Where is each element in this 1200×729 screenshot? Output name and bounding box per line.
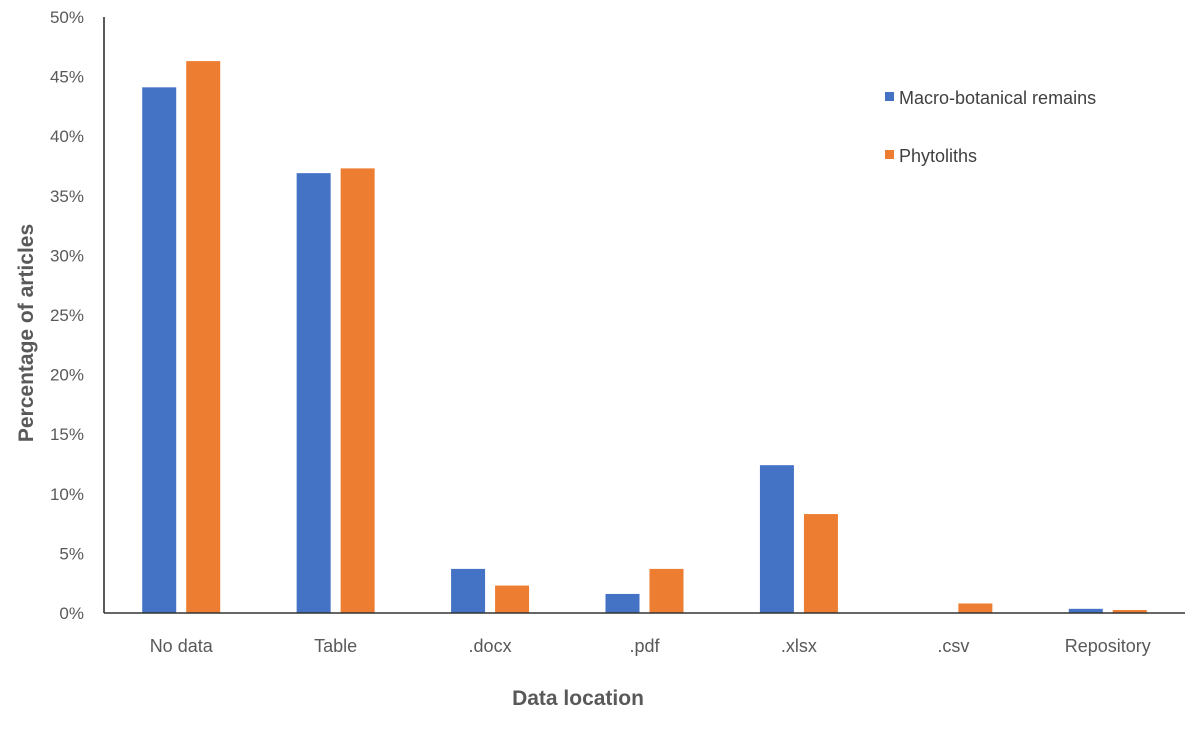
y-tick-label: 20% <box>50 366 84 385</box>
x-tick-label: Repository <box>1065 636 1151 656</box>
bar-phytoliths-2 <box>495 585 530 613</box>
bar-phytoliths-5 <box>958 603 993 613</box>
bar-macro-botanical-3 <box>605 593 640 613</box>
bar-phytoliths-1 <box>340 168 375 613</box>
y-tick-label: 50% <box>50 8 84 27</box>
y-axis-title: Percentage of articles <box>15 224 38 442</box>
y-tick-label: 30% <box>50 246 84 265</box>
y-tick-label: 0% <box>59 604 84 623</box>
bar-phytoliths-6 <box>1112 610 1147 613</box>
legend: Macro-botanical remains Phytoliths <box>885 88 1096 166</box>
bar-phytoliths-0 <box>186 61 221 613</box>
bar-phytoliths-4 <box>803 514 838 613</box>
x-tick-label: No data <box>150 636 214 656</box>
legend-label-phytoliths: Phytoliths <box>899 146 977 166</box>
x-axis-title: Data location <box>512 687 644 710</box>
y-tick-label: 45% <box>50 68 84 87</box>
x-tick-label: .csv <box>937 636 969 656</box>
y-tick-label: 10% <box>50 485 84 504</box>
y-tick-label: 5% <box>59 544 84 563</box>
y-tick-label: 40% <box>50 127 84 146</box>
legend-label-macro: Macro-botanical remains <box>899 88 1096 108</box>
legend-swatch-macro <box>885 92 894 101</box>
x-tick-label: .xlsx <box>781 636 817 656</box>
y-tick-label: 35% <box>50 187 84 206</box>
legend-swatch-phytoliths <box>885 150 894 159</box>
y-tick-label: 25% <box>50 306 84 325</box>
x-tick-label: .docx <box>469 636 512 656</box>
bar-macro-botanical-4 <box>759 465 794 613</box>
x-tick-label: Table <box>314 636 357 656</box>
bar-macro-botanical-1 <box>296 173 331 614</box>
x-tick-label: .pdf <box>629 636 660 656</box>
bar-phytoliths-3 <box>649 568 684 613</box>
y-tick-label: 15% <box>50 425 84 444</box>
bar-macro-botanical-0 <box>142 87 177 613</box>
bar-macro-botanical-6 <box>1068 608 1103 613</box>
bar-macro-botanical-2 <box>451 568 486 613</box>
